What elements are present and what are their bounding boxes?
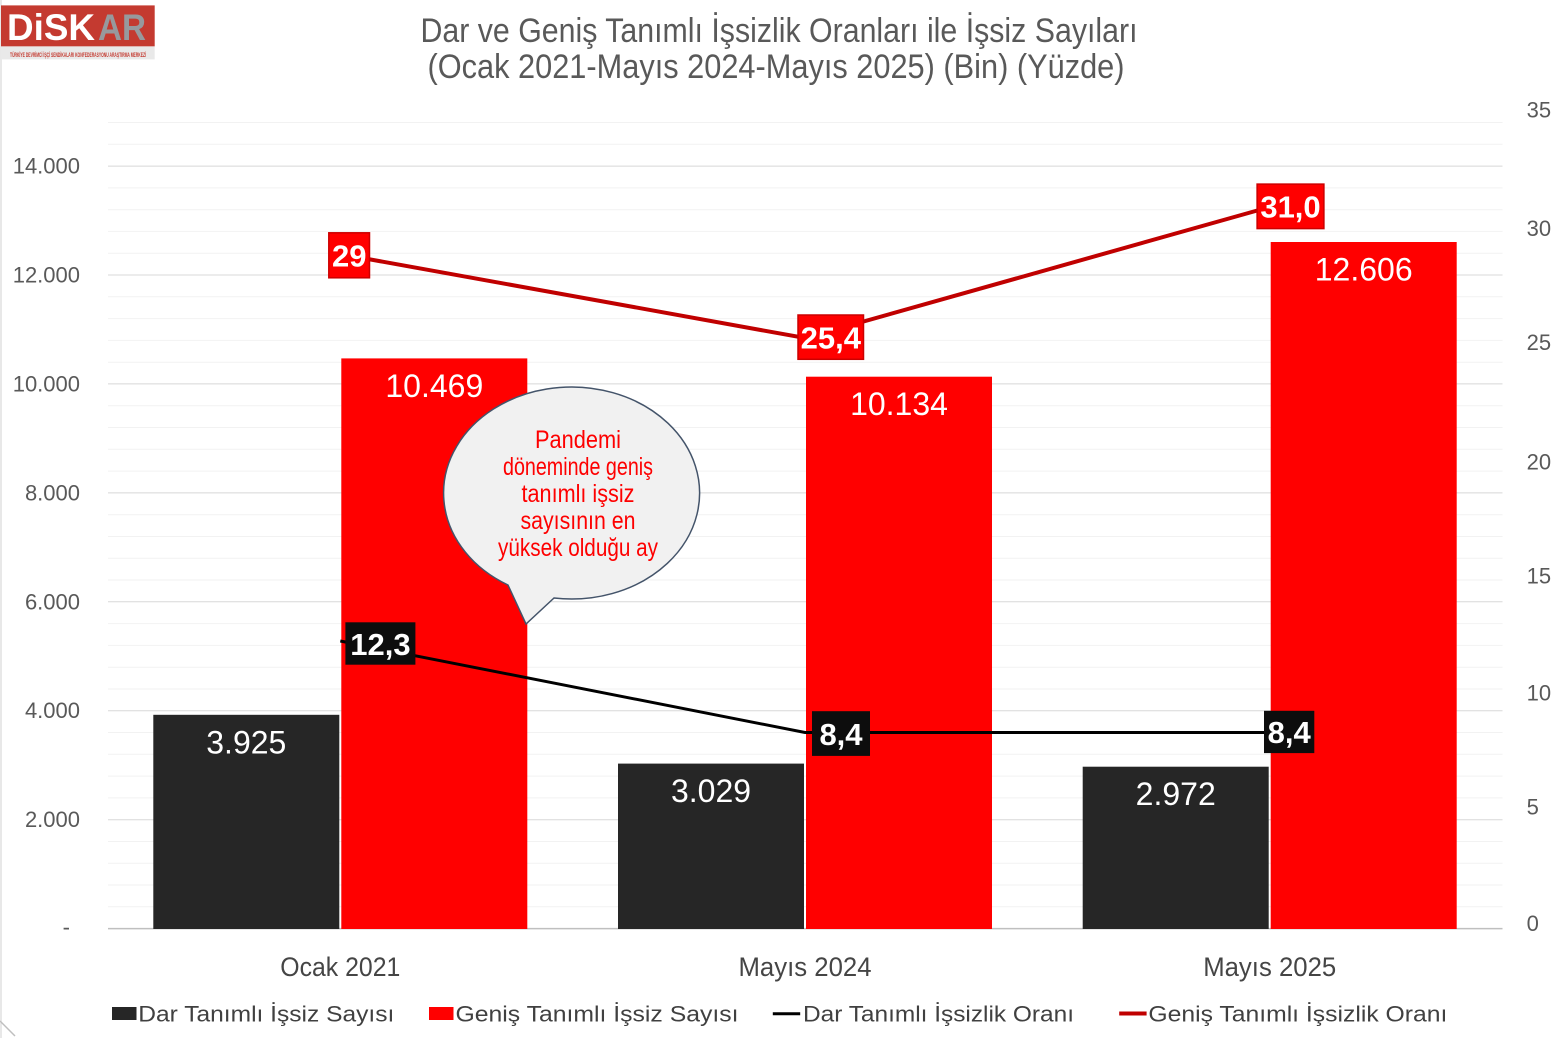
svg-text:8.000: 8.000 xyxy=(25,480,80,505)
svg-text:yüksek olduğu ay: yüksek olduğu ay xyxy=(498,534,658,562)
svg-text:Dar ve Geniş Tanımlı İşsizlik: Dar ve Geniş Tanımlı İşsizlik Oranları i… xyxy=(421,12,1138,50)
svg-text:Dar Tanımlı İşsizlik Oranı: Dar Tanımlı İşsizlik Oranı xyxy=(803,1002,1074,1027)
svg-text:10.469: 10.469 xyxy=(385,368,483,404)
svg-text:Geniş Tanımlı İşsizlik Oranı: Geniş Tanımlı İşsizlik Oranı xyxy=(1148,1002,1447,1027)
svg-text:5: 5 xyxy=(1527,795,1539,820)
svg-text:DiSK: DiSK xyxy=(7,7,95,48)
svg-text:TÜRKİYE DEVRİMCİ İŞÇİ SENDİKAL: TÜRKİYE DEVRİMCİ İŞÇİ SENDİKALARI KONFED… xyxy=(10,50,146,59)
svg-text:AR: AR xyxy=(98,7,146,48)
svg-text:12.000: 12.000 xyxy=(13,263,80,288)
svg-text:25: 25 xyxy=(1527,330,1551,355)
svg-text:Geniş Tanımlı İşsiz Sayısı: Geniş Tanımlı İşsiz Sayısı xyxy=(456,1002,739,1027)
svg-text:Mayıs 2025: Mayıs 2025 xyxy=(1203,952,1336,982)
svg-text:2.972: 2.972 xyxy=(1136,776,1216,812)
svg-text:15: 15 xyxy=(1527,563,1551,588)
svg-text:30: 30 xyxy=(1527,216,1551,241)
svg-text:10.000: 10.000 xyxy=(13,371,80,396)
svg-text:Ocak 2021: Ocak 2021 xyxy=(280,952,400,982)
svg-text:8,4: 8,4 xyxy=(1268,715,1312,750)
svg-text:-: - xyxy=(63,915,70,940)
svg-text:10: 10 xyxy=(1527,680,1551,705)
svg-text:29: 29 xyxy=(332,239,366,274)
svg-text:tanımlı işsiz: tanımlı işsiz xyxy=(522,480,635,508)
svg-text:2.000: 2.000 xyxy=(25,807,80,832)
svg-text:12,3: 12,3 xyxy=(350,627,410,662)
svg-text:3.029: 3.029 xyxy=(671,773,751,809)
svg-text:3.925: 3.925 xyxy=(206,724,286,760)
svg-text:35: 35 xyxy=(1527,98,1551,123)
svg-text:14.000: 14.000 xyxy=(13,154,80,179)
svg-text:döneminde geniş: döneminde geniş xyxy=(503,453,653,481)
svg-text:6.000: 6.000 xyxy=(25,589,80,614)
svg-text:4.000: 4.000 xyxy=(25,698,80,723)
svg-text:Dar Tanımlı İşsiz Sayısı: Dar Tanımlı İşsiz Sayısı xyxy=(138,1002,394,1027)
svg-text:12.606: 12.606 xyxy=(1315,252,1413,288)
svg-text:Pandemi: Pandemi xyxy=(535,426,621,454)
svg-text:31,0: 31,0 xyxy=(1260,190,1320,225)
svg-text:0: 0 xyxy=(1527,911,1539,936)
svg-text:sayısının en: sayısının en xyxy=(521,507,636,535)
svg-text:25,4: 25,4 xyxy=(801,320,862,355)
svg-text:8,4: 8,4 xyxy=(819,717,863,752)
svg-text:(Ocak 2021-Mayıs 2024-Mayıs 20: (Ocak 2021-Mayıs 2024-Mayıs 2025) (Bin) … xyxy=(428,48,1125,86)
svg-text:20: 20 xyxy=(1527,450,1551,475)
svg-text:Mayıs 2024: Mayıs 2024 xyxy=(739,952,872,982)
svg-text:10.134: 10.134 xyxy=(850,386,948,422)
